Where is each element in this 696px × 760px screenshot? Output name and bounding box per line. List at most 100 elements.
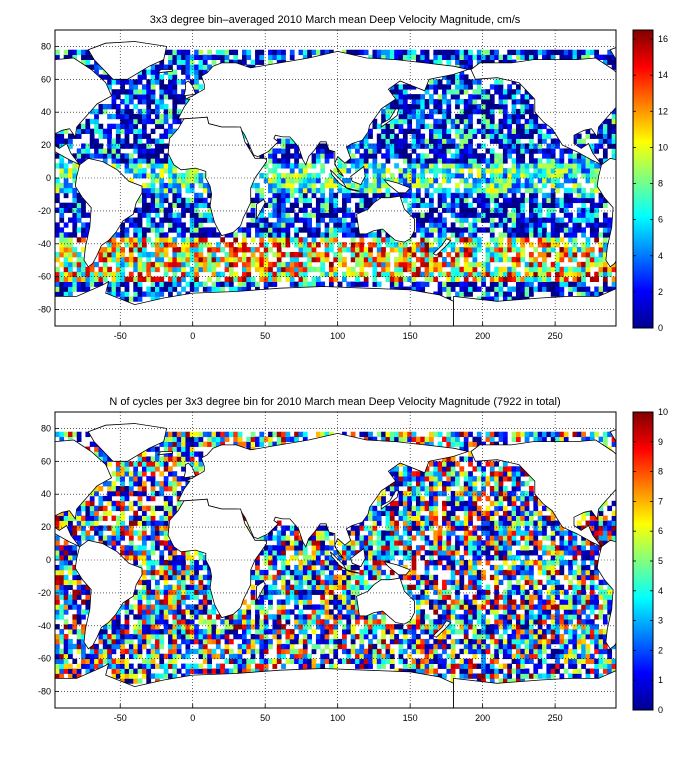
data-cell bbox=[381, 237, 386, 243]
data-cell bbox=[411, 192, 417, 199]
data-cell bbox=[324, 207, 330, 213]
data-cell bbox=[350, 158, 356, 164]
data-cell bbox=[189, 574, 195, 581]
data-cell bbox=[529, 291, 534, 297]
data-cell bbox=[81, 158, 86, 164]
data-cell bbox=[472, 232, 478, 238]
data-cell bbox=[285, 217, 291, 223]
data-cell bbox=[298, 638, 304, 645]
data-cell bbox=[128, 89, 134, 95]
data-cell bbox=[515, 113, 521, 120]
data-cell bbox=[228, 247, 234, 253]
data-cell bbox=[120, 550, 125, 556]
data-cell bbox=[494, 281, 499, 287]
data-cell bbox=[155, 256, 160, 263]
data-cell bbox=[172, 594, 178, 600]
data-cell bbox=[181, 227, 186, 233]
data-cell bbox=[185, 64, 191, 70]
data-cell bbox=[181, 589, 186, 595]
data-cell bbox=[507, 276, 513, 282]
data-cell bbox=[133, 550, 139, 556]
data-cell bbox=[529, 222, 534, 228]
data-cell bbox=[150, 574, 156, 581]
data-cell bbox=[328, 271, 334, 278]
data-cell bbox=[555, 291, 560, 297]
data-cell bbox=[398, 94, 404, 100]
data-cell bbox=[529, 54, 534, 60]
data-cell bbox=[268, 54, 273, 60]
data-cell bbox=[268, 589, 273, 595]
data-cell bbox=[563, 202, 569, 208]
data-cell bbox=[94, 525, 99, 531]
data-cell bbox=[333, 256, 339, 263]
data-cell bbox=[198, 584, 204, 590]
data-cell bbox=[285, 629, 291, 635]
data-cell bbox=[433, 99, 439, 105]
data-cell bbox=[120, 118, 125, 125]
data-cell bbox=[68, 182, 73, 189]
data-cell bbox=[581, 281, 586, 287]
data-cell bbox=[520, 99, 526, 105]
data-cell bbox=[320, 148, 326, 154]
data-cell bbox=[107, 281, 112, 287]
data-cell bbox=[607, 123, 613, 130]
data-cell bbox=[250, 281, 256, 287]
data-cell bbox=[163, 168, 169, 174]
data-cell bbox=[533, 217, 539, 223]
data-cell bbox=[128, 520, 134, 526]
data-cell bbox=[133, 227, 139, 233]
data-cell bbox=[202, 638, 208, 645]
data-cell bbox=[576, 163, 582, 169]
data-cell bbox=[215, 638, 221, 645]
data-cell bbox=[215, 49, 221, 56]
data-cell bbox=[124, 471, 130, 477]
data-cell bbox=[63, 658, 69, 664]
data-cell bbox=[598, 138, 604, 144]
data-cell bbox=[146, 99, 152, 105]
data-cell bbox=[350, 182, 356, 189]
data-cell bbox=[120, 266, 125, 273]
data-cell bbox=[242, 252, 247, 258]
data-cell bbox=[120, 247, 125, 253]
data-cell bbox=[172, 182, 178, 189]
data-cell bbox=[289, 266, 295, 273]
data-cell bbox=[276, 158, 282, 164]
data-cell bbox=[337, 182, 343, 189]
data-cell bbox=[576, 227, 582, 233]
data-cell bbox=[589, 158, 595, 164]
data-cell bbox=[215, 653, 221, 660]
data-cell bbox=[459, 222, 465, 228]
data-cell bbox=[476, 192, 482, 199]
data-cell bbox=[589, 192, 595, 199]
data-cell bbox=[589, 133, 595, 139]
data-cell bbox=[202, 217, 208, 223]
data-cell bbox=[563, 187, 569, 194]
data-cell bbox=[368, 261, 373, 268]
data-cell bbox=[472, 94, 478, 100]
data-cell bbox=[459, 163, 465, 169]
data-cell bbox=[228, 256, 234, 263]
data-cell bbox=[346, 143, 352, 149]
data-cell bbox=[268, 281, 273, 287]
data-cell bbox=[415, 94, 421, 100]
data-cell bbox=[68, 673, 73, 679]
data-cell bbox=[324, 242, 330, 248]
data-cell bbox=[520, 256, 526, 263]
data-cell bbox=[294, 653, 299, 660]
data-cell bbox=[150, 84, 156, 90]
data-cell bbox=[550, 182, 556, 189]
data-cell bbox=[59, 286, 65, 292]
data-cell bbox=[463, 59, 469, 65]
data-cell bbox=[189, 173, 195, 179]
data-cell bbox=[394, 94, 399, 100]
data-cell bbox=[276, 589, 282, 595]
data-cell bbox=[594, 207, 600, 213]
data-cell bbox=[346, 158, 352, 164]
data-cell bbox=[181, 579, 186, 586]
data-cell bbox=[133, 84, 139, 90]
data-cell bbox=[429, 271, 434, 278]
data-cell bbox=[168, 643, 173, 650]
data-cell bbox=[520, 281, 526, 287]
data-cell bbox=[211, 252, 217, 258]
data-cell bbox=[546, 207, 552, 213]
